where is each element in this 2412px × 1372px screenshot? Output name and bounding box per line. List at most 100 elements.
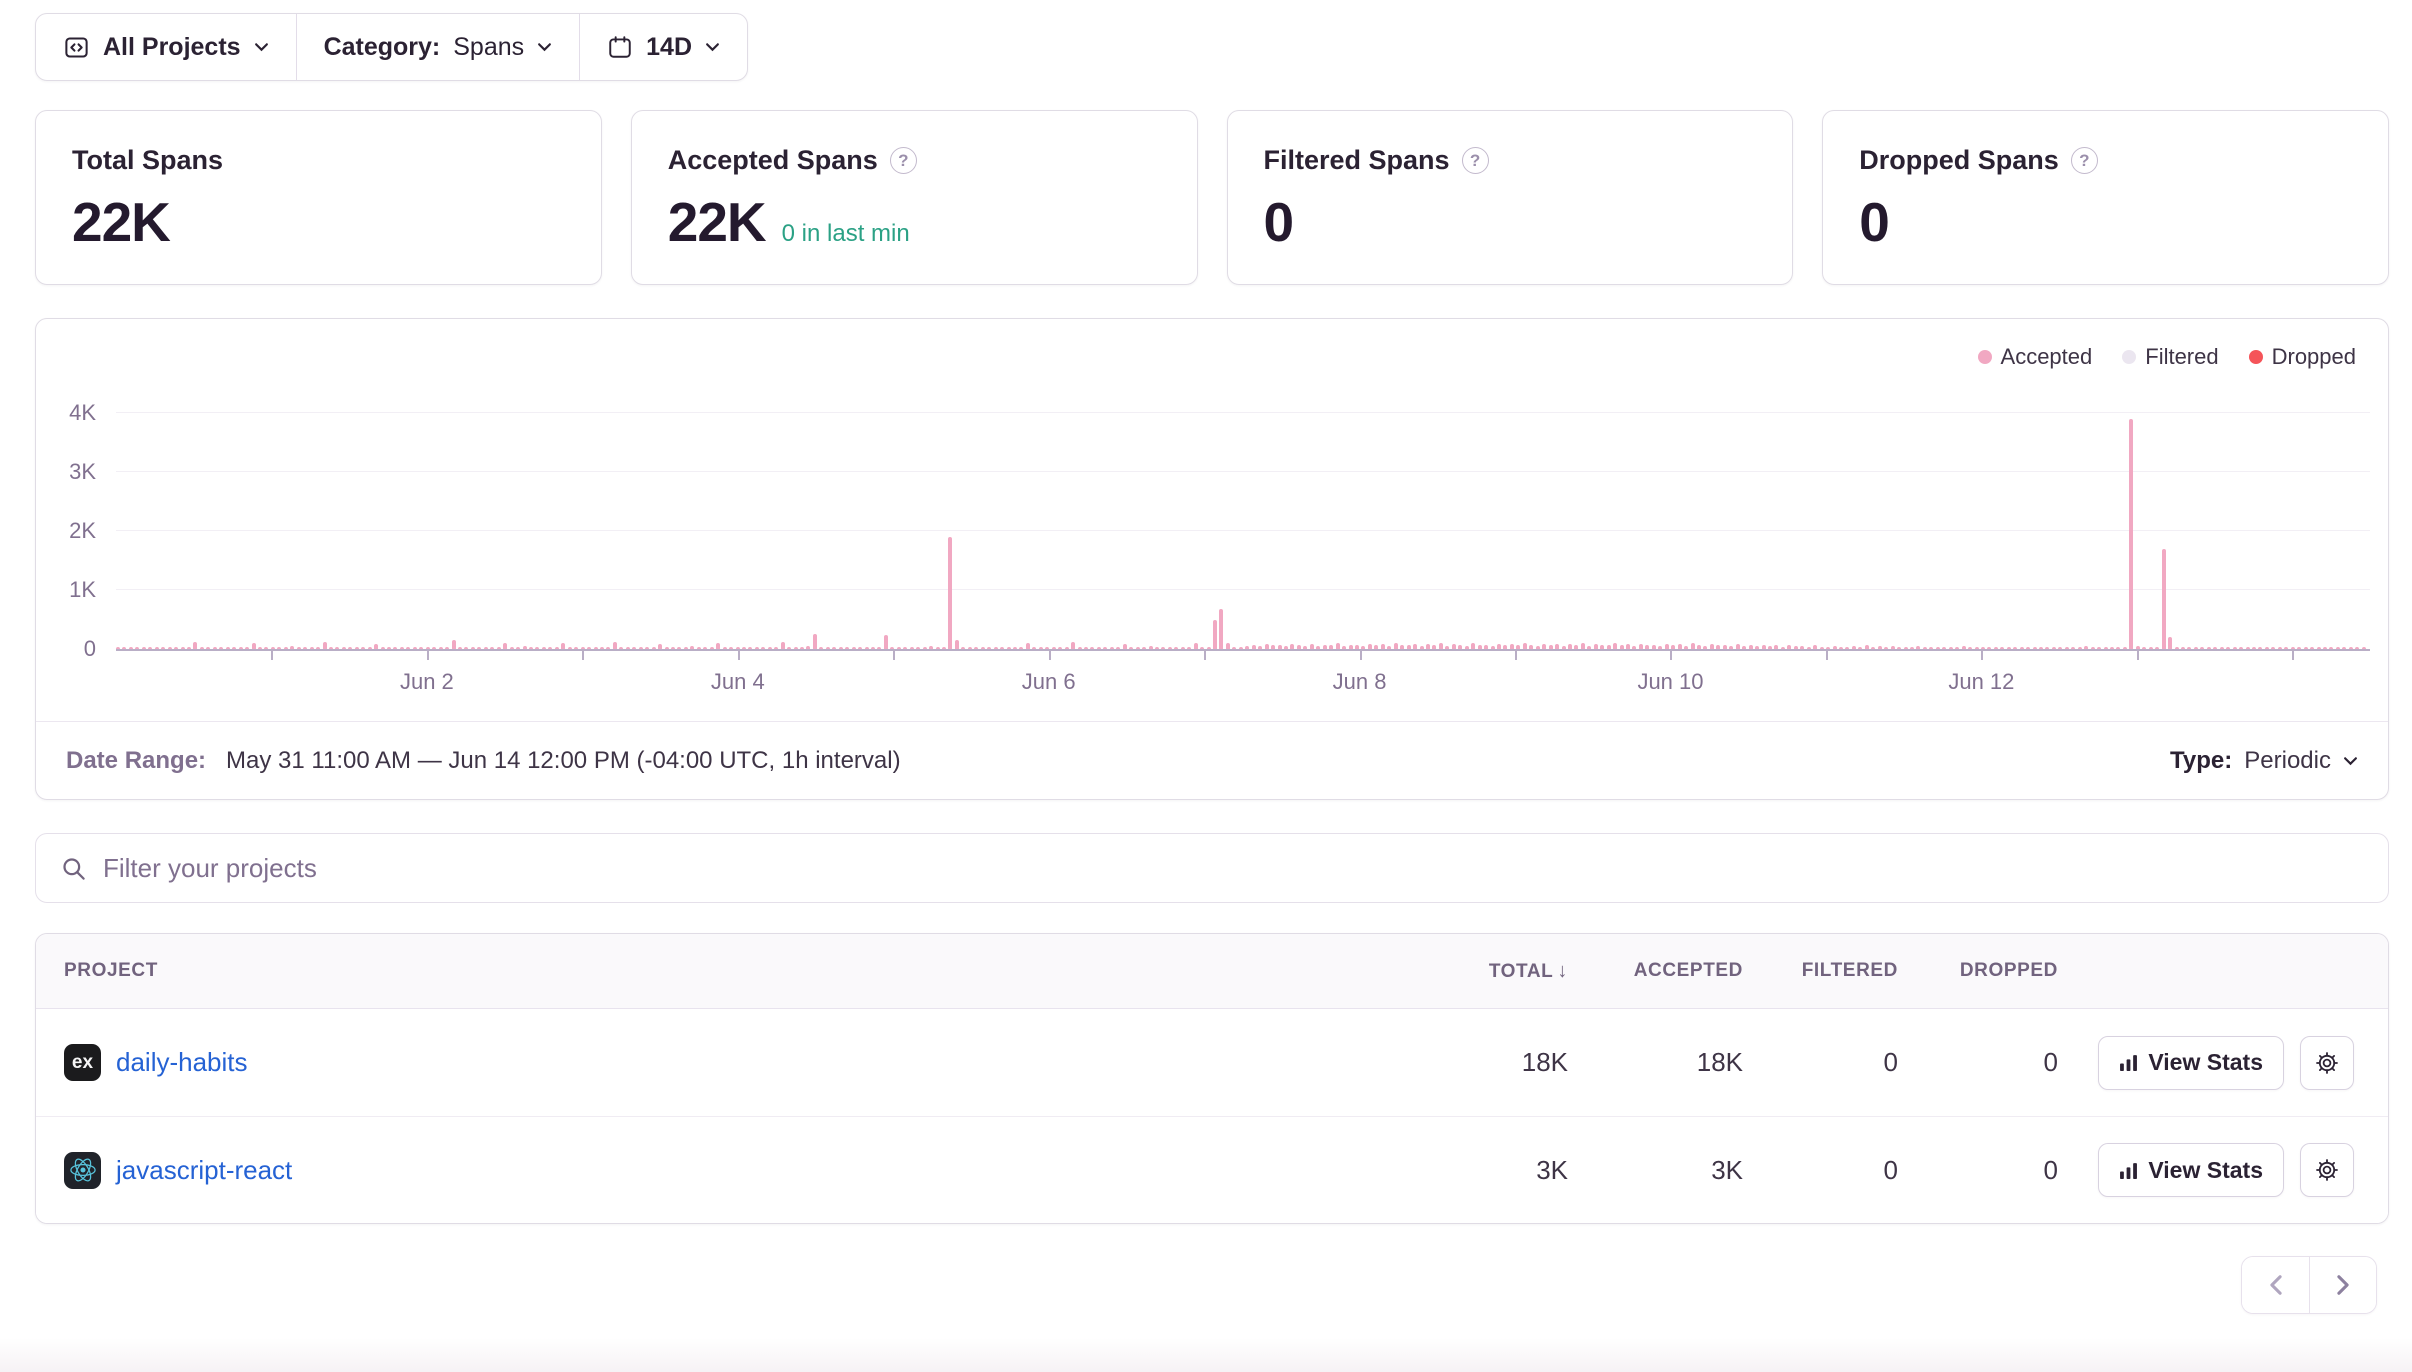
- chart-bar: [1632, 645, 1637, 649]
- chart-bar: [1109, 647, 1114, 649]
- project-link[interactable]: javascript-react: [116, 1154, 293, 1185]
- chart-bar: [819, 647, 824, 649]
- chart-bar: [1006, 647, 1011, 649]
- prev-page-button[interactable]: [2242, 1257, 2309, 1313]
- date-period-dropdown[interactable]: 14D: [580, 14, 747, 80]
- chart-bar: [1684, 645, 1689, 649]
- chart-bar: [2284, 647, 2289, 649]
- chart-bar: [638, 647, 643, 649]
- chart-bar: [1058, 646, 1063, 649]
- chart-bar: [1806, 646, 1811, 649]
- view-stats-button[interactable]: View Stats: [2098, 1035, 2284, 1090]
- chart-bar: [1909, 647, 1914, 649]
- chart-bar: [490, 646, 495, 649]
- chart-bar: [896, 646, 901, 649]
- chart-bar: [1961, 646, 1966, 649]
- chart-bar: [270, 647, 275, 649]
- chart-bar: [1658, 645, 1663, 649]
- chart-bar: [974, 646, 979, 649]
- chevron-down-icon: [254, 43, 268, 52]
- accepted-dot-icon: [1977, 350, 1992, 364]
- chart-bar: [554, 647, 559, 649]
- chart-bar: [1561, 645, 1566, 649]
- chart-bar: [864, 647, 869, 649]
- chart-bar: [1445, 645, 1450, 649]
- chart-bar: [593, 647, 598, 649]
- chart-bar: [883, 635, 888, 649]
- chart-bar: [948, 536, 953, 649]
- chart-bar: [541, 647, 546, 649]
- chart-bar: [1154, 647, 1159, 649]
- chart-bar: [1458, 644, 1463, 649]
- legend-item-filtered[interactable]: Filtered: [2122, 343, 2219, 371]
- chart-bar: [1012, 646, 1017, 649]
- help-icon[interactable]: [2070, 147, 2098, 174]
- chart-bar: [2058, 647, 2063, 649]
- chart-bar: [477, 646, 482, 649]
- chart-bar: [567, 647, 572, 649]
- header-filtered[interactable]: FILTERED: [1801, 960, 1898, 981]
- chart-bar: [741, 647, 746, 649]
- next-page-button[interactable]: [2309, 1257, 2376, 1313]
- spans-bar-chart[interactable]: 0 1K 2K 3K 4K Jun 2 Jun 4 Jun 6 Jun 8 Jun 10 Jun 1…: [69, 400, 2370, 694]
- project-settings-button[interactable]: [2300, 1143, 2354, 1197]
- chart-bar: [716, 643, 721, 649]
- chart-bar: [2051, 647, 2056, 649]
- view-stats-label: View Stats: [2148, 1156, 2263, 1183]
- chart-bar: [2316, 647, 2321, 649]
- project-settings-button[interactable]: [2300, 1035, 2354, 1090]
- chart-bar: [1993, 647, 1998, 649]
- category-filter-dropdown[interactable]: Category: Spans: [297, 14, 580, 80]
- help-icon[interactable]: [889, 147, 917, 174]
- chart-bar: [419, 647, 424, 649]
- chart-bar: [1116, 646, 1121, 649]
- chart-bar: [1019, 647, 1024, 649]
- chart-bar: [2277, 647, 2282, 649]
- project-search-input[interactable]: [103, 852, 2364, 884]
- chart-bar: [496, 647, 501, 649]
- x-axis-tick: [1515, 651, 1518, 660]
- header-total[interactable]: TOTAL ↓: [1488, 959, 1568, 982]
- chart-bar: [1387, 645, 1392, 649]
- sort-desc-icon: ↓: [1557, 959, 1568, 982]
- date-range-value: May 31 11:00 AM — Jun 14 12:00 PM (-04:0…: [226, 746, 901, 774]
- chart-bar: [2297, 647, 2302, 649]
- chart-bar: [1735, 643, 1740, 649]
- chart-bar: [1225, 643, 1230, 649]
- view-stats-button[interactable]: View Stats: [2098, 1143, 2284, 1197]
- legend-item-accepted[interactable]: Accepted: [1977, 343, 2092, 371]
- chart-bar: [206, 647, 211, 649]
- chart-bar: [2181, 647, 2185, 649]
- header-accepted[interactable]: ACCEPTED: [1633, 960, 1743, 981]
- project-link[interactable]: daily-habits: [116, 1047, 248, 1077]
- chart-bar: [1890, 645, 1895, 649]
- chart-bar: [1955, 647, 1960, 649]
- x-axis-tick: [737, 651, 740, 660]
- chart-bar: [1832, 645, 1837, 649]
- chart-bar: [961, 647, 966, 649]
- y-axis-tick-label: 2K: [69, 518, 96, 543]
- chart-bar: [993, 647, 998, 649]
- chart-bar: [1542, 644, 1547, 649]
- chart-bar: [1290, 643, 1295, 649]
- gridline: [116, 412, 2370, 413]
- stat-cards: Total Spans 22K Accepted Spans 22K 0 in …: [35, 110, 2389, 285]
- chart-bar: [1238, 646, 1243, 649]
- help-icon[interactable]: [1461, 147, 1489, 174]
- legend-item-dropped[interactable]: Dropped: [2248, 343, 2356, 371]
- header-dropped[interactable]: DROPPED: [1959, 960, 2058, 981]
- chart-bar: [154, 646, 159, 649]
- card-total-spans: Total Spans 22K: [35, 110, 602, 285]
- chart-bar: [1309, 644, 1314, 649]
- card-value: 22K: [72, 191, 171, 253]
- chart-bar: [967, 647, 972, 649]
- project-filter-dropdown[interactable]: All Projects: [36, 14, 296, 80]
- chart-bar: [606, 647, 611, 649]
- chart-bar: [1316, 646, 1321, 649]
- chart-bar: [161, 647, 166, 649]
- y-axis-tick-label: 4K: [69, 400, 96, 425]
- type-dropdown[interactable]: Type: Periodic: [2170, 747, 2358, 775]
- x-axis-tick: [2292, 651, 2295, 660]
- chart-bar: [632, 647, 637, 649]
